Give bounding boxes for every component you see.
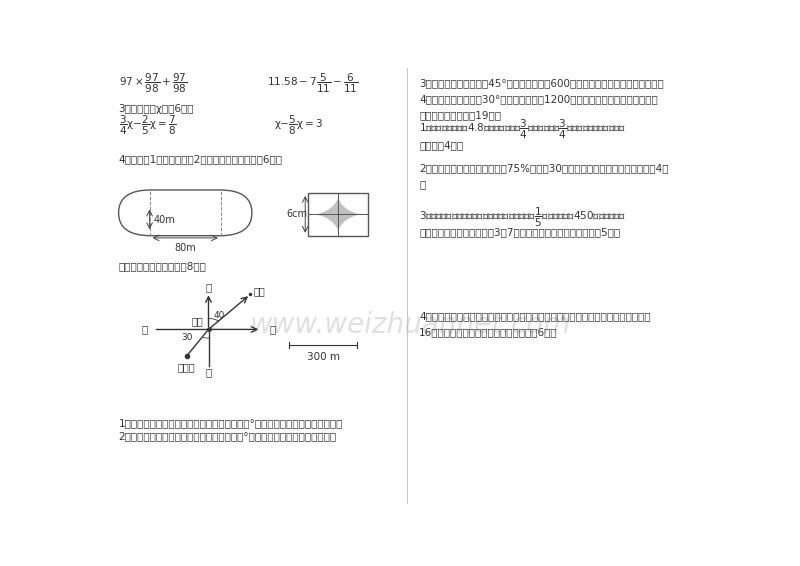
Text: χ$-\dfrac{5}{8}$χ$=3$: χ$-\dfrac{5}{8}$χ$=3$ — [274, 114, 322, 137]
Text: 行的路程和剩下的路程比是3：7，甲、乙两地相距多少千米？（5分）: 行的路程和剩下的路程比是3：7，甲、乙两地相距多少千米？（5分） — [419, 228, 621, 238]
Bar — [308, 193, 369, 235]
Text: 4、银行在学校北偏西30°方向上，距离是1200米，请在图上标出银行的位置．: 4、银行在学校北偏西30°方向上，距离是1200米，请在图上标出银行的位置． — [419, 95, 658, 104]
Text: 东: 东 — [270, 324, 275, 335]
Text: 西: 西 — [142, 324, 148, 335]
Text: $11.58-7\dfrac{5}{11}-\dfrac{6}{11}$: $11.58-7\dfrac{5}{11}-\dfrac{6}{11}$ — [267, 71, 359, 95]
Text: 六、解决问题．（共19分）: 六、解决问题．（共19分） — [419, 110, 502, 120]
Text: 16厘米，这个长方形的宽是多少厘米？（6分）: 16厘米，这个长方形的宽是多少厘米？（6分） — [419, 327, 558, 337]
Bar — [308, 193, 369, 235]
Text: 南: 南 — [206, 367, 212, 377]
Text: www.weizhuannet.com: www.weizhuannet.com — [250, 311, 570, 339]
Text: 邮局: 邮局 — [254, 286, 265, 296]
Text: 2、修一条路，已经修了全长的75%，还剩30千米没修，这条路长多少千米？（4分: 2、修一条路，已经修了全长的75%，还剩30千米没修，这条路长多少千米？（4分 — [419, 163, 669, 173]
Polygon shape — [308, 193, 338, 215]
Text: 40: 40 — [214, 311, 226, 320]
Polygon shape — [308, 215, 338, 235]
Text: 80m: 80m — [174, 243, 196, 252]
Text: $\dfrac{3}{4}$χ$-\dfrac{2}{5}$χ$=\dfrac{7}{8}$: $\dfrac{3}{4}$χ$-\dfrac{2}{5}$χ$=\dfrac{… — [118, 114, 177, 137]
Text: 1、小明家在学校（　　）偏（　　）（　　）°方向上，距离是（　　）千米．: 1、小明家在学校（ ）偏（ ）（ ）°方向上，距离是（ ）千米． — [118, 418, 343, 428]
Polygon shape — [338, 193, 369, 215]
Text: 面粉？（4分）: 面粉？（4分） — [419, 140, 463, 151]
Text: 3、求未知数χ．（6分）: 3、求未知数χ．（6分） — [118, 104, 194, 114]
Text: 1、某粮店购进面粉4.8吨，第一天卖出$\dfrac{3}{4}$，第二天卖出$\dfrac{3}{4}$吨，两天共卖出多少千克: 1、某粮店购进面粉4.8吨，第一天卖出$\dfrac{3}{4}$，第二天卖出$… — [419, 118, 626, 142]
Text: 3、一辆客车从甲地开往乙地，第一天行了全程的$\dfrac{1}{5}$，第二天行了450千米，这时已: 3、一辆客车从甲地开往乙地，第一天行了全程的$\dfrac{1}{5}$，第二天… — [419, 205, 626, 229]
Text: ）: ） — [419, 179, 426, 189]
Polygon shape — [338, 215, 369, 235]
Text: 小明家: 小明家 — [178, 362, 196, 372]
Text: 4、求图（1）周长和图（2）阴影部分的面积．（6分）: 4、求图（1）周长和图（2）阴影部分的面积．（6分） — [118, 155, 282, 165]
Text: 6cm: 6cm — [286, 209, 307, 220]
Text: 40m: 40m — [154, 215, 175, 225]
Text: 4、有一个圆和一个长方形，它们的面积一样，圆的直径和长方形的长也一样，都是: 4、有一个圆和一个长方形，它们的面积一样，圆的直径和长方形的长也一样，都是 — [419, 311, 651, 321]
Text: 30: 30 — [181, 333, 193, 342]
Text: $97\times\dfrac{97}{98}+\dfrac{97}{98}$: $97\times\dfrac{97}{98}+\dfrac{97}{98}$ — [118, 71, 187, 95]
Text: 五、填一填，画一画．（8分）: 五、填一填，画一画．（8分） — [118, 261, 206, 271]
Text: 2、邮局在学校（　　）偏（　　）（　　）°方向上，距离是（　　）千米．: 2、邮局在学校（ ）偏（ ）（ ）°方向上，距离是（ ）千米． — [118, 431, 337, 441]
Text: 3、小丽家在学校东偏南45°方向上，距离是600米，请在图上标出小丽家的位置．: 3、小丽家在学校东偏南45°方向上，距离是600米，请在图上标出小丽家的位置． — [419, 78, 664, 88]
Text: 学校: 学校 — [192, 316, 203, 326]
Text: 300 m: 300 m — [306, 351, 340, 362]
FancyBboxPatch shape — [118, 190, 252, 235]
Text: 北: 北 — [206, 282, 212, 291]
